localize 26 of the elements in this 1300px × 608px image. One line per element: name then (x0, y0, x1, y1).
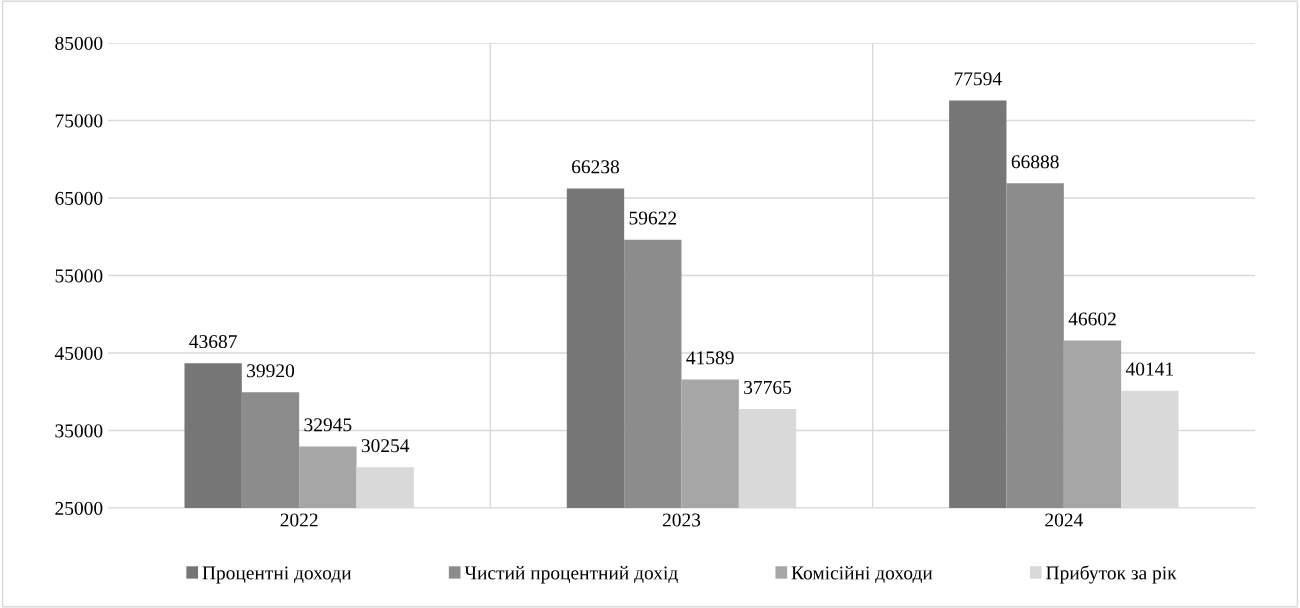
y-tick-label: 85000 (55, 36, 103, 50)
x-tick-label: 2024 (1045, 513, 1083, 527)
legend-label: Процентні доходи (202, 566, 352, 584)
y-tick-label: 25000 (55, 501, 103, 515)
data-label: 77594 (954, 72, 1002, 86)
data-label: 41589 (686, 351, 734, 365)
data-label: 46602 (1068, 312, 1116, 326)
x-tick-label: 2023 (662, 513, 701, 527)
data-label: 30254 (361, 439, 410, 453)
data-label: 66888 (1011, 155, 1059, 169)
data-label: 66238 (572, 160, 620, 174)
x-tick-label: 2022 (280, 513, 318, 527)
data-label: 32945 (304, 418, 352, 432)
legend-label: Комісійні доходи (791, 565, 933, 584)
legend-label: Прибуток за рік (1046, 565, 1177, 584)
data-label: 39920 (247, 364, 295, 378)
data-label: 59622 (629, 211, 677, 225)
y-tick-label: 65000 (55, 191, 103, 205)
data-label: 37765 (744, 380, 792, 395)
y-tick-label: 55000 (55, 269, 103, 283)
y-tick-label: 35000 (55, 424, 103, 438)
legend-label: Чистий процентний дохід (464, 565, 678, 584)
y-tick-label: 45000 (54, 346, 103, 360)
data-label: 43687 (189, 334, 237, 349)
y-tick-label: 75000 (55, 114, 103, 128)
data-label: 40141 (1125, 362, 1173, 376)
